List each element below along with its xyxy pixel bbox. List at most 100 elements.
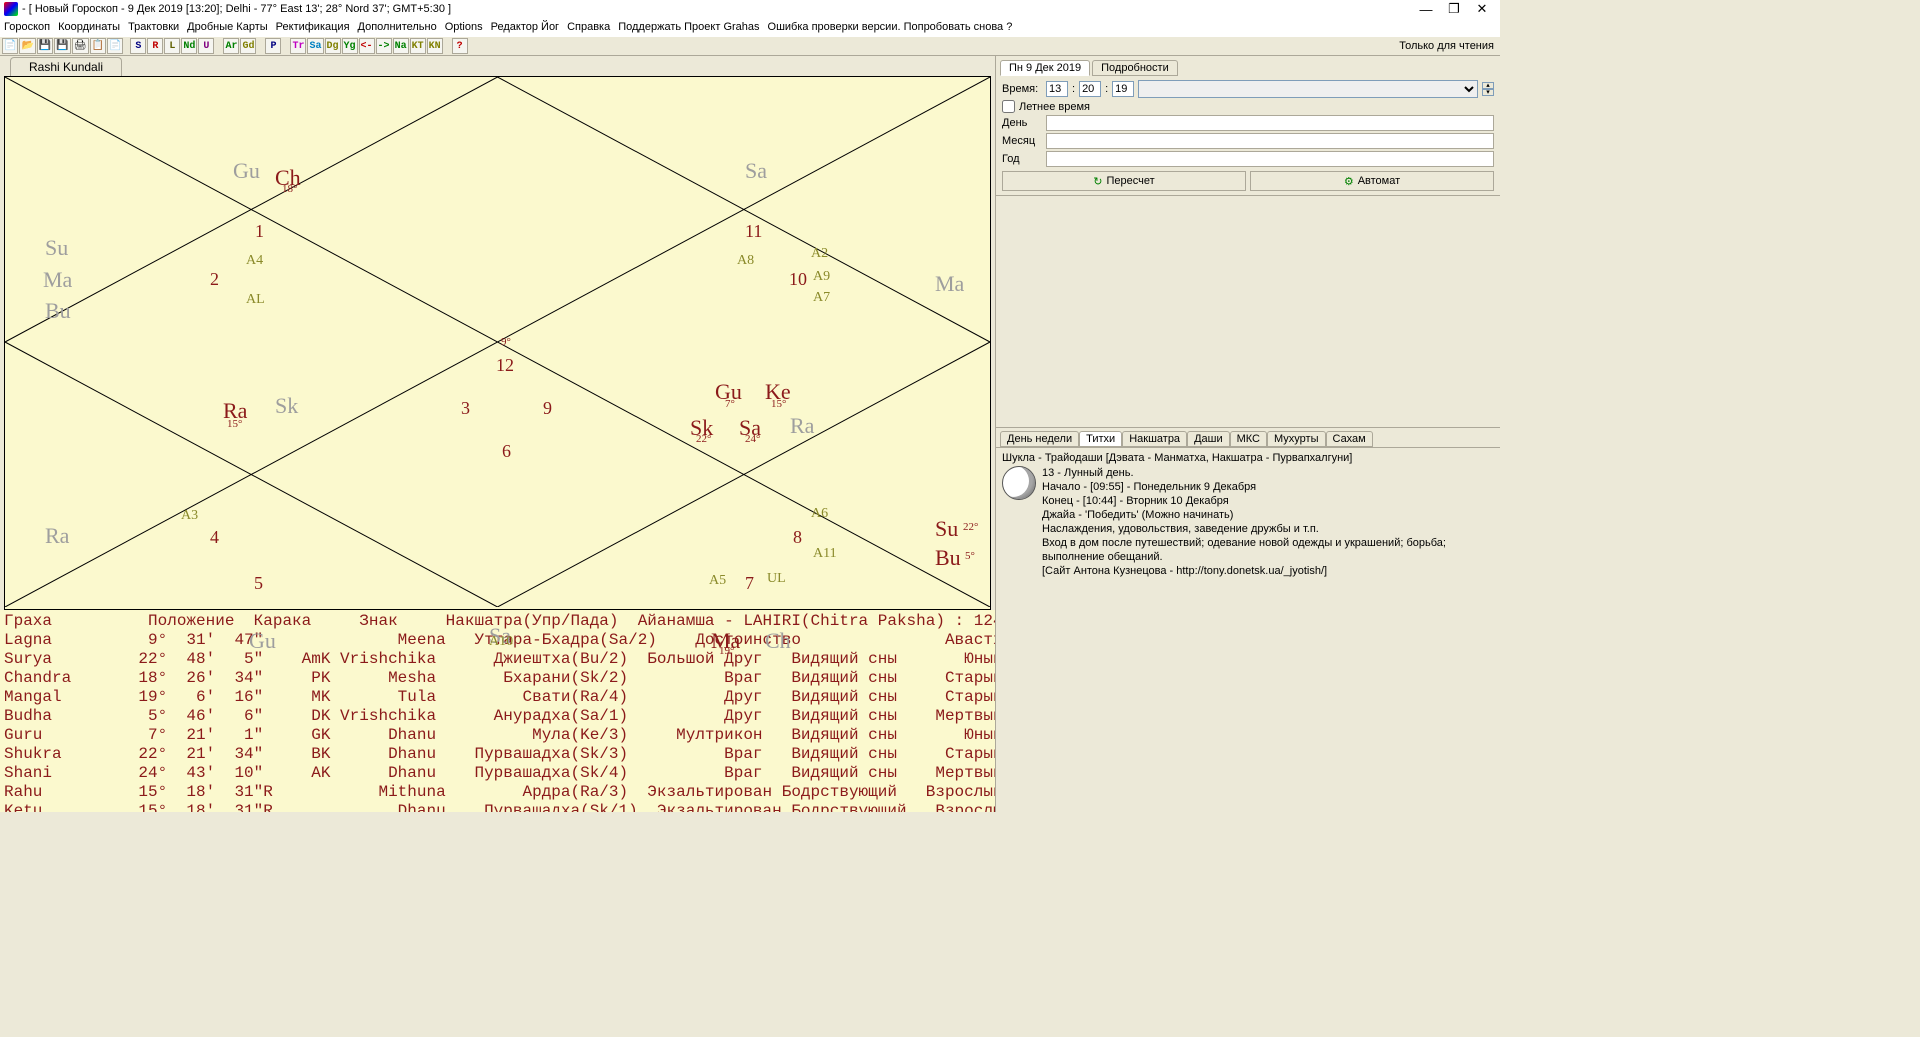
day-label: День bbox=[1002, 117, 1042, 129]
menu-item[interactable]: Гороскоп bbox=[4, 21, 50, 33]
chart-label: UL bbox=[767, 571, 786, 587]
chart-label: 7 bbox=[745, 573, 754, 594]
chart-label: Su bbox=[45, 235, 68, 261]
right-tabs-info: День неделиТитхиНакшатраДашиМКСМухуртыСа… bbox=[996, 428, 1500, 448]
toolbar-button[interactable]: 📂 bbox=[19, 38, 35, 54]
info-tab[interactable]: Титхи bbox=[1079, 431, 1122, 447]
tab-rashi[interactable]: Rashi Kundali bbox=[10, 57, 122, 76]
menu-item[interactable]: Координаты bbox=[58, 21, 120, 33]
maximize-button[interactable]: ❐ bbox=[1440, 1, 1468, 17]
chart-label: Ra bbox=[790, 413, 814, 439]
chart-label: 9° bbox=[501, 336, 511, 348]
auto-button[interactable]: ⚙Автомат bbox=[1250, 171, 1494, 191]
menu-item[interactable]: Ошибка проверки версии. Попробовать снов… bbox=[768, 21, 1013, 33]
toolbar-button[interactable]: 📄 bbox=[107, 38, 123, 54]
tz-combo[interactable] bbox=[1138, 80, 1478, 98]
info-tab[interactable]: Накшатра bbox=[1122, 431, 1187, 447]
toolbar-letter[interactable]: L bbox=[164, 38, 180, 54]
toolbar-letter[interactable]: KN bbox=[427, 38, 443, 54]
menu-item[interactable]: Трактовки bbox=[128, 21, 179, 33]
toolbar-button[interactable]: 💾 bbox=[37, 38, 53, 54]
titlebar: - [ Новый Гороскоп - 9 Дек 2019 [13:20];… bbox=[0, 0, 1500, 18]
menu-item[interactable]: Дробные Карты bbox=[187, 21, 268, 33]
toolbar-letter[interactable]: S bbox=[130, 38, 146, 54]
day-slider[interactable] bbox=[1046, 115, 1494, 131]
chart-label: Ch bbox=[765, 628, 791, 654]
recalc-button[interactable]: ↻Пересчет bbox=[1002, 171, 1246, 191]
chart-label: A9 bbox=[813, 269, 830, 285]
info-tab[interactable]: Мухурты bbox=[1267, 431, 1325, 447]
toolbar-button[interactable]: 📄 bbox=[2, 38, 18, 54]
toolbar-letter[interactable]: R bbox=[147, 38, 163, 54]
chart-label: Ma bbox=[935, 271, 964, 297]
sec-input[interactable] bbox=[1112, 81, 1134, 97]
chart-label: 3 bbox=[461, 398, 470, 419]
menubar: Гороскоп Координаты Трактовки Дробные Карты… bbox=[0, 18, 1500, 36]
time-form: Время: : : ▴▾ Летнее время День Месяц Го… bbox=[996, 76, 1500, 195]
toolbar-letter[interactable]: ? bbox=[452, 38, 468, 54]
toolbar-letter[interactable]: Sa bbox=[307, 38, 323, 54]
info-tab[interactable]: МКС bbox=[1230, 431, 1267, 447]
toolbar-button[interactable]: 🖨 bbox=[72, 38, 89, 54]
minimize-button[interactable]: — bbox=[1412, 2, 1440, 17]
chart-lines bbox=[5, 77, 990, 607]
chart-label: Sa bbox=[745, 158, 767, 184]
chart-label: Ma bbox=[43, 267, 72, 293]
toolbar-letter[interactable]: KT bbox=[410, 38, 426, 54]
time-label: Время: bbox=[1002, 83, 1042, 95]
toolbar-letter[interactable]: Dg bbox=[325, 38, 341, 54]
hour-input[interactable] bbox=[1046, 81, 1068, 97]
summer-checkbox[interactable] bbox=[1002, 100, 1015, 113]
chart-label: A6 bbox=[811, 506, 828, 522]
right-mid-empty bbox=[996, 195, 1500, 428]
toolbar-letter[interactable]: Nd bbox=[181, 38, 197, 54]
year-slider[interactable] bbox=[1046, 151, 1494, 167]
toolbar-letter[interactable]: -> bbox=[376, 38, 392, 54]
tithi-info: Шукла - Трайодаши [Дэвата - Манматха, На… bbox=[996, 448, 1500, 582]
month-label: Месяц bbox=[1002, 135, 1042, 147]
menu-item[interactable]: Options bbox=[445, 21, 483, 33]
toolbar-letter[interactable]: Tr bbox=[290, 38, 306, 54]
moon-icon bbox=[1002, 466, 1036, 500]
chart-label: 2 bbox=[210, 269, 219, 290]
tithi-header: Шукла - Трайодаши [Дэвата - Манматха, На… bbox=[1002, 452, 1494, 464]
toolbar-letter[interactable]: Na bbox=[393, 38, 409, 54]
toolbar-letter[interactable]: Yg bbox=[342, 38, 358, 54]
chart-label: AL bbox=[246, 292, 265, 308]
chart-label: A2 bbox=[811, 246, 828, 262]
menu-item[interactable]: Справка bbox=[567, 21, 610, 33]
tithi-text: 13 - Лунный день. Начало - [09:55] - Пон… bbox=[1042, 466, 1494, 522]
info-tab[interactable]: День недели bbox=[1000, 431, 1079, 447]
toolbar-button[interactable]: 💾 bbox=[54, 38, 70, 54]
toolbar-letter[interactable]: Ar bbox=[223, 38, 239, 54]
toolbar-button[interactable]: 📋 bbox=[90, 38, 106, 54]
toolbar-letter[interactable]: U bbox=[198, 38, 214, 54]
toolbar-letter[interactable]: P bbox=[265, 38, 281, 54]
min-input[interactable] bbox=[1079, 81, 1101, 97]
chart-label: 18° bbox=[282, 183, 297, 195]
chart-label: 6 bbox=[502, 441, 511, 462]
chart-label: 24° bbox=[745, 433, 760, 445]
toolbar-letter[interactable]: Gd bbox=[240, 38, 256, 54]
menu-item[interactable]: Поддержать Проект Grahas bbox=[618, 21, 759, 33]
chart-label: A3 bbox=[181, 508, 198, 524]
menu-item[interactable]: Редактор Йог bbox=[491, 21, 559, 33]
menu-item[interactable]: Дополнительно bbox=[358, 21, 437, 33]
chart-label: 5 bbox=[254, 573, 263, 594]
tz-spinner[interactable]: ▴▾ bbox=[1482, 82, 1494, 96]
tab-details[interactable]: Подробности bbox=[1092, 60, 1178, 76]
month-slider[interactable] bbox=[1046, 133, 1494, 149]
info-tab[interactable]: Даши bbox=[1187, 431, 1230, 447]
tab-date[interactable]: Пн 9 Дек 2019 bbox=[1000, 60, 1090, 76]
chart-label: Bu bbox=[45, 298, 71, 324]
close-button[interactable]: ✕ bbox=[1468, 1, 1496, 17]
right-tabs-top: Пн 9 Дек 2019 Подробности bbox=[996, 56, 1500, 76]
chart-label: A4 bbox=[246, 253, 263, 269]
right-bottom-empty bbox=[996, 582, 1500, 813]
chart-label: Su bbox=[935, 516, 958, 542]
toolbar-letter[interactable]: <- bbox=[359, 38, 375, 54]
menu-item[interactable]: Ректификация bbox=[276, 21, 350, 33]
info-tab[interactable]: Сахам bbox=[1326, 431, 1373, 447]
chart-label: 12 bbox=[496, 355, 514, 376]
chart-label: 4 bbox=[210, 527, 219, 548]
